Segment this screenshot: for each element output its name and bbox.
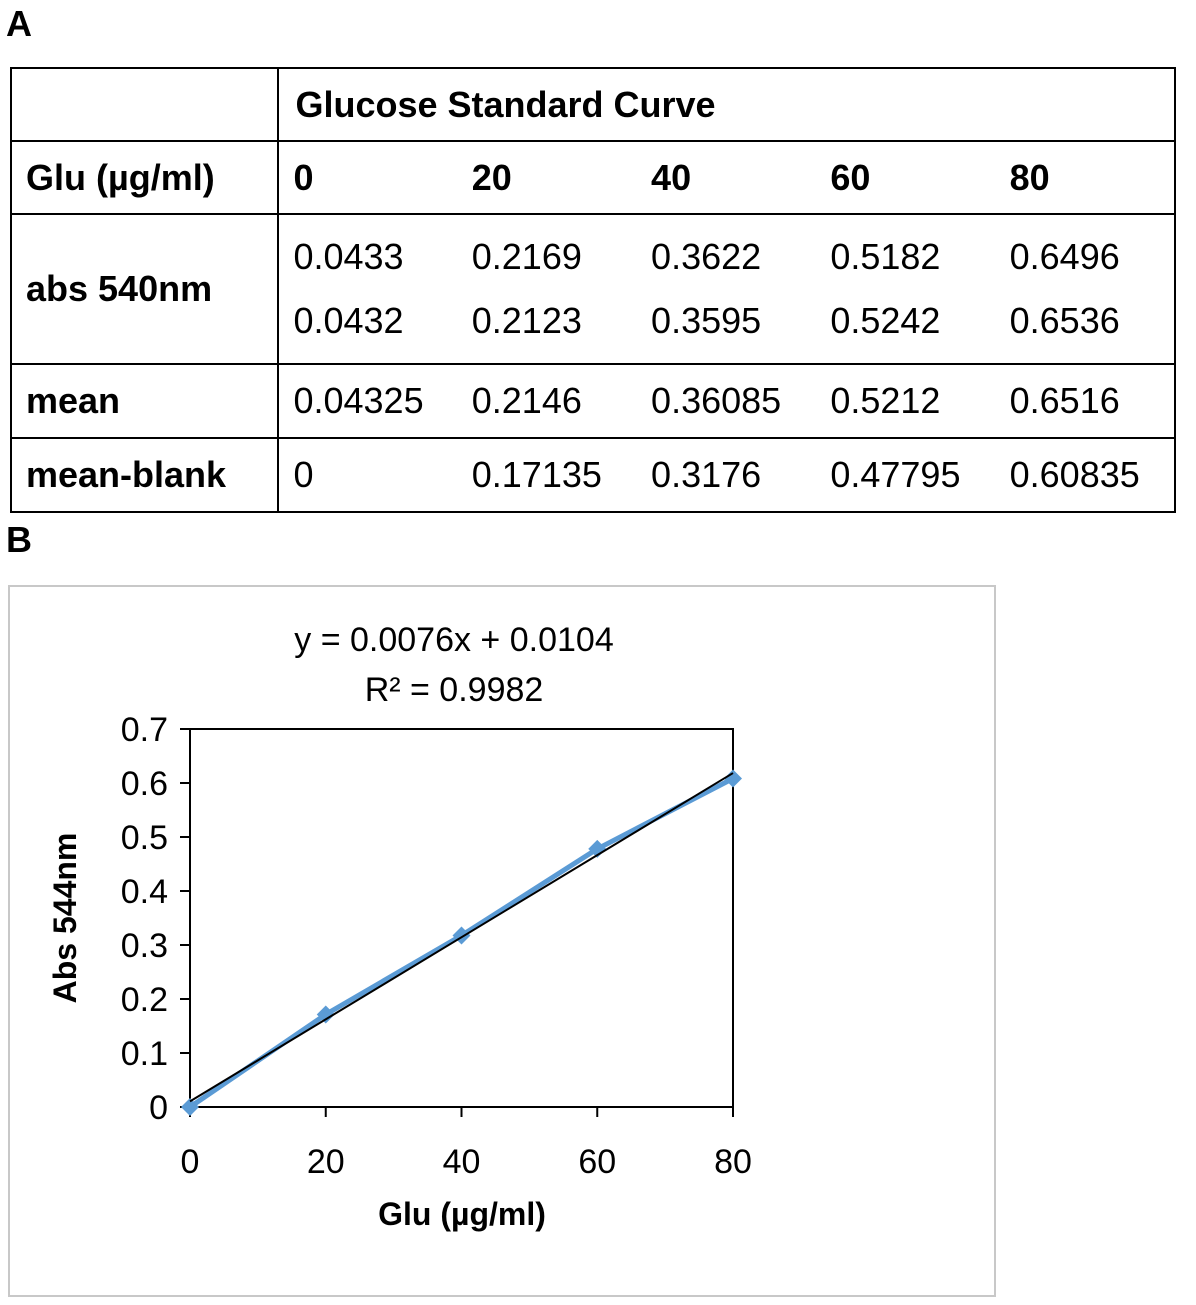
panel-label-b: B <box>6 519 32 560</box>
y-tick-label: 0 <box>149 1089 168 1127</box>
absorbance-cell: 0.5182 0.5242 <box>816 213 996 365</box>
glucose-standard-table: Glucose Standard Curve Glu (µg/ml) 0 20 … <box>9 67 1177 513</box>
y-tick-label: 0.2 <box>121 981 168 1019</box>
header-concentration: 40 <box>637 140 817 215</box>
header-concentration: 80 <box>995 140 1177 215</box>
abs-rep1-value: 0.5182 <box>830 236 941 277</box>
y-tick-label: 0.6 <box>121 765 168 803</box>
absorbance-cell: 0.0433 0.0432 <box>277 213 458 365</box>
linear-trendline <box>189 772 734 1103</box>
mean-blank-value: 0.3176 <box>637 437 817 513</box>
standard-curve-chart: y = 0.0076x + 0.0104 R² = 0.9982 0 0.1 0.2… <box>47 621 752 1232</box>
header-concentration: 20 <box>457 140 638 215</box>
trendline-equation: y = 0.0076x + 0.0104 <box>294 621 613 659</box>
x-tick-label: 60 <box>578 1143 616 1181</box>
panel-label-a: A <box>6 3 32 44</box>
x-tick-label: 40 <box>443 1143 481 1181</box>
header-concentration: 60 <box>816 140 996 215</box>
y-tick-label: 0.5 <box>121 819 168 857</box>
row-label-absorbance: abs 540nm <box>9 213 280 365</box>
mean-blank-value: 0.17135 <box>457 437 638 513</box>
mean-value: 0.04325 <box>277 363 458 439</box>
absorbance-cell: 0.3622 0.3595 <box>637 213 817 365</box>
absorbance-cell: 0.2169 0.2123 <box>457 213 638 365</box>
x-tick-label: 20 <box>307 1143 345 1181</box>
row-label-mean-blank: mean-blank <box>9 437 280 513</box>
y-tick-label: 0.4 <box>121 873 168 911</box>
abs-rep2-value: 0.6536 <box>1009 300 1120 341</box>
abs-rep1-value: 0.0433 <box>293 236 404 277</box>
data-point-diamond <box>181 1098 199 1116</box>
x-axis: 0 20 40 60 80 <box>181 1107 752 1181</box>
mean-value: 0.5212 <box>816 363 996 439</box>
chart-frame: y = 0.0076x + 0.0104 R² = 0.9982 0 0.1 0.2… <box>8 585 996 1297</box>
y-axis: 0 0.1 0.2 0.3 0.4 0.5 0.6 0.7 <box>121 711 190 1127</box>
mean-blank-value: 0.47795 <box>816 437 996 513</box>
y-tick-label: 0.1 <box>121 1035 168 1073</box>
mean-value: 0.6516 <box>995 363 1177 439</box>
abs-rep2-value: 0.3595 <box>651 300 762 341</box>
abs-rep1-value: 0.2169 <box>471 236 582 277</box>
abs-rep2-value: 0.2123 <box>471 300 582 341</box>
table-corner-cell <box>9 67 280 142</box>
mean-value: 0.2146 <box>457 363 638 439</box>
row-label-concentration: Glu (µg/ml) <box>9 140 280 215</box>
header-concentration: 0 <box>277 140 458 215</box>
abs-rep2-value: 0.0432 <box>293 300 404 341</box>
x-tick-label: 80 <box>714 1143 752 1181</box>
x-axis-title: Glu (µg/ml) <box>378 1196 546 1232</box>
data-point-diamond <box>316 1005 335 1024</box>
r-squared-label: R² = 0.9982 <box>365 671 544 709</box>
mean-blank-value: 0.60835 <box>995 437 1177 513</box>
abs-rep1-value: 0.6496 <box>1009 236 1120 277</box>
data-series <box>181 769 742 1116</box>
y-tick-label: 0.7 <box>121 711 168 749</box>
abs-rep2-value: 0.5242 <box>830 300 941 341</box>
mean-blank-value: 0 <box>277 437 458 513</box>
table-title: Glucose Standard Curve <box>277 67 1176 142</box>
mean-value: 0.36085 <box>637 363 817 439</box>
x-tick-label: 0 <box>181 1143 200 1181</box>
y-tick-label: 0.3 <box>121 927 168 965</box>
y-axis-title: Abs 544nm <box>47 833 83 1004</box>
absorbance-cell: 0.6496 0.6536 <box>995 213 1177 365</box>
row-label-mean: mean <box>9 363 280 439</box>
data-point-diamond <box>724 769 742 788</box>
abs-rep1-value: 0.3622 <box>651 236 762 277</box>
